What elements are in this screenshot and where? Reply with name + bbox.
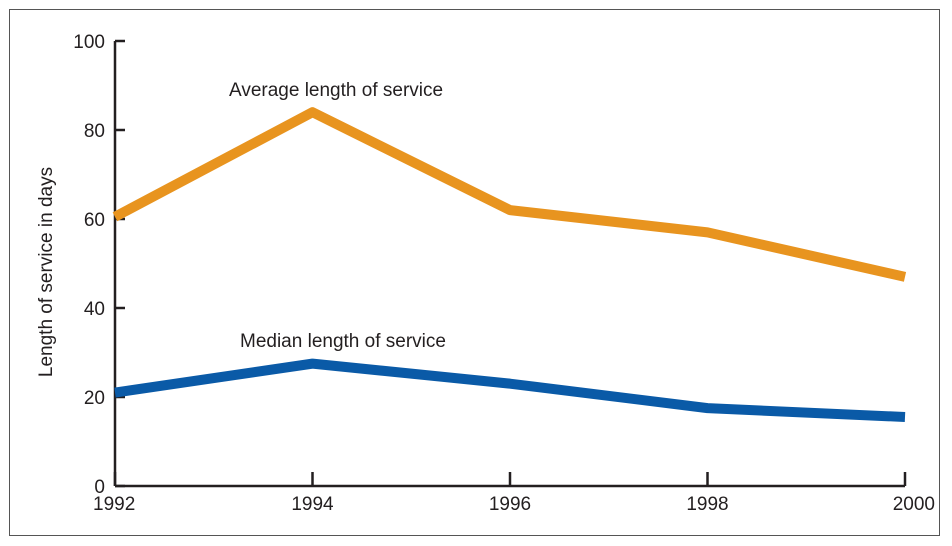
chart-frame: [9, 9, 940, 536]
series-label-median: Median length of service: [240, 331, 446, 352]
series-layer: [112, 107, 907, 423]
x-tick-label: 1992: [93, 494, 135, 515]
y-tick-label: 80: [84, 121, 105, 142]
y-ticks: 0 20 40 60 80 100: [73, 32, 125, 498]
y-tick-label: 20: [84, 388, 105, 409]
y-tick-label: 40: [84, 299, 105, 320]
y-tick-label: 60: [84, 210, 105, 231]
series-line-average: [112, 107, 907, 282]
series-label-average: Average length of service: [229, 80, 443, 101]
series-line-median: [114, 358, 906, 423]
x-tick-label: 1994: [291, 494, 334, 515]
x-ticks: 1992 1994 1996 1998 2000: [93, 472, 935, 515]
y-tick-label: 0: [94, 477, 105, 498]
x-tick-label: 2000: [893, 494, 935, 515]
y-tick-label: 100: [73, 32, 105, 53]
y-axis-title: Length of service in days: [36, 167, 57, 377]
x-tick-label: 1996: [489, 494, 531, 515]
x-tick-label: 1998: [686, 494, 728, 515]
axes: 0 20 40 60 80 100 1992 1994 1996 1998 2000: [73, 32, 935, 515]
